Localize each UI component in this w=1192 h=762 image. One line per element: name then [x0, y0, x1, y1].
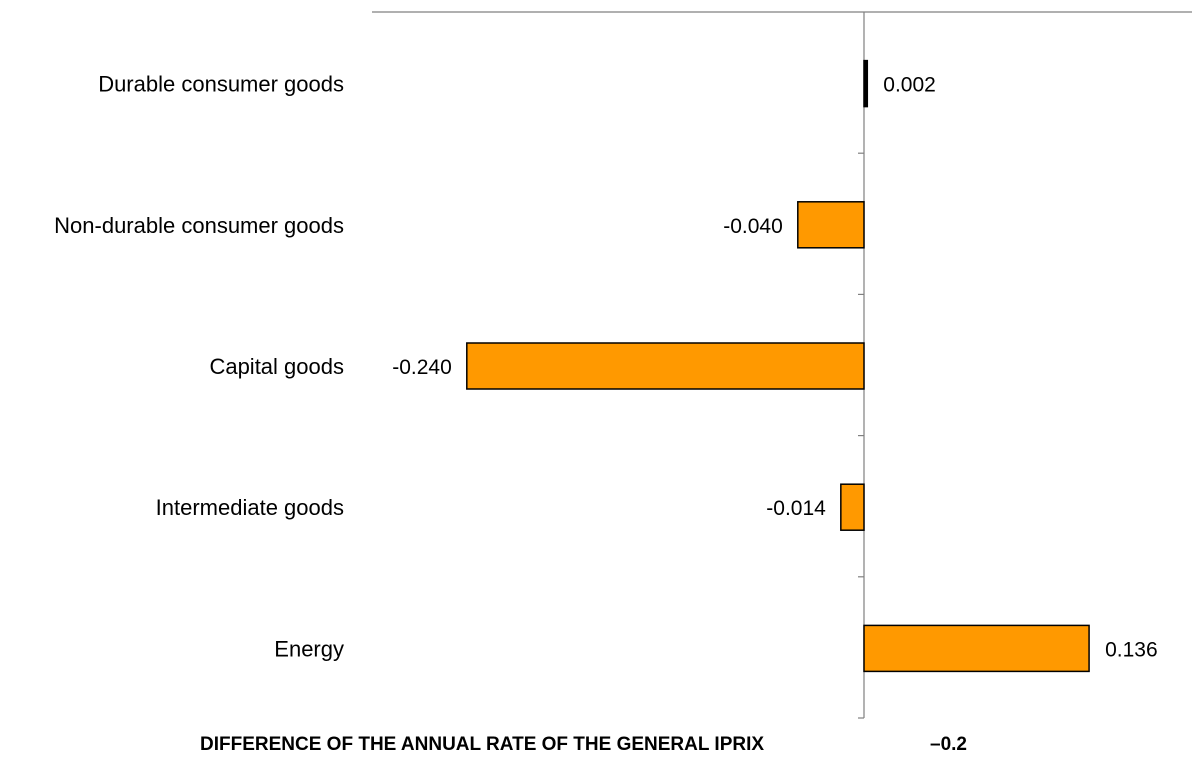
data-label: -0.240 — [392, 356, 452, 379]
category-label: Non-durable consumer goods — [54, 213, 344, 238]
data-label: -0.014 — [766, 497, 826, 520]
bar — [840, 483, 865, 531]
bar — [863, 59, 869, 108]
category-label: Intermediate goods — [156, 495, 344, 520]
x-axis-title: DIFFERENCE OF THE ANNUAL RATE OF THE GEN… — [200, 734, 764, 755]
data-label: 0.136 — [1105, 638, 1158, 661]
bar — [863, 624, 1090, 673]
category-label: Durable consumer goods — [98, 72, 344, 97]
bar — [797, 201, 865, 249]
labels-layer: Durable consumer goods 0.002 Non-durable c… — [54, 72, 1157, 662]
category-label: Energy — [274, 636, 344, 661]
data-label: -0.040 — [723, 215, 783, 238]
bar — [466, 342, 865, 390]
data-label: 0.002 — [883, 74, 936, 97]
footer-value: –0.2 — [930, 734, 967, 755]
category-label: Capital goods — [209, 354, 344, 379]
bars-layer — [466, 59, 1090, 673]
